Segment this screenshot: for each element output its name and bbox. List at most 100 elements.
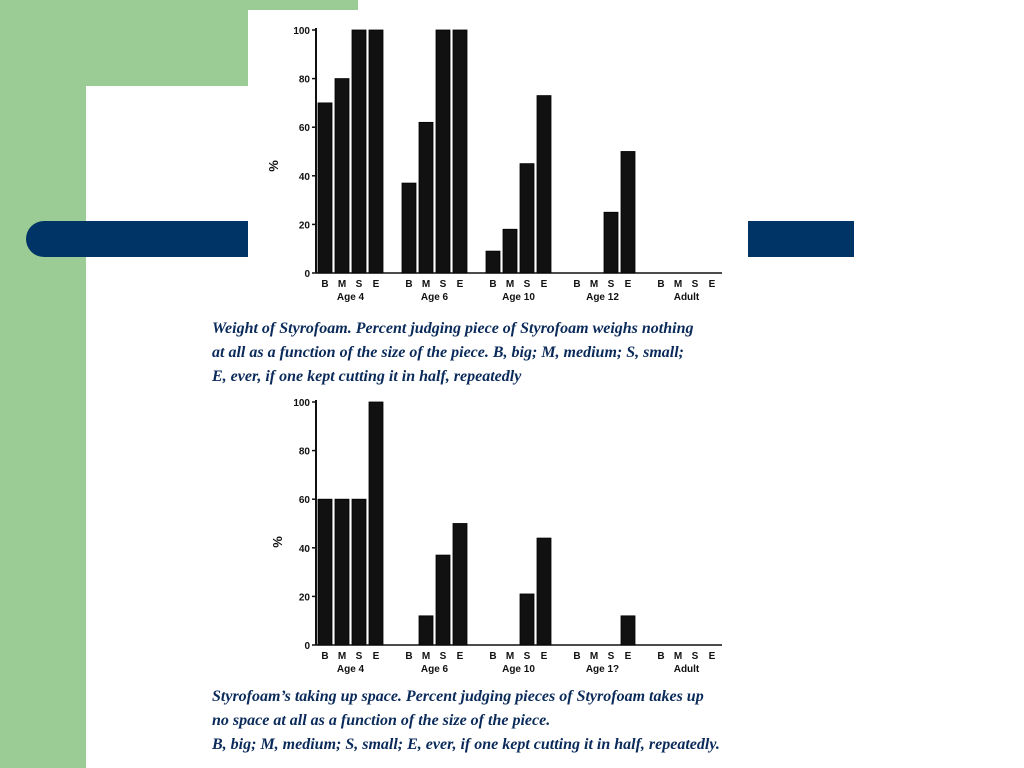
caption-space: Styrofoam’s taking up space. Percent jud… — [212, 685, 912, 757]
bar-label: S — [440, 279, 447, 290]
bar — [603, 211, 619, 274]
bar-label: B — [657, 651, 664, 662]
group-label: Adult — [674, 292, 700, 303]
bar-label: E — [709, 651, 716, 662]
y-tick-label: 20 — [299, 220, 311, 231]
bar — [536, 537, 552, 646]
caption-weight-line-2: at all as a function of the size of the … — [212, 344, 684, 361]
group-label: Age 6 — [421, 664, 449, 675]
bar — [435, 29, 451, 274]
bar-label: M — [422, 279, 430, 290]
bar-label: B — [321, 279, 328, 290]
chart-weight-panel: 0 20 40 60 80 100% B M S E Age 4 B M S E Age 6 B M S E Age 1… — [248, 10, 748, 310]
y-tick-label: 60 — [299, 123, 311, 134]
bar — [368, 29, 384, 274]
caption-weight-line-3: E, ever, if one kept cutting it in half,… — [212, 368, 522, 385]
y-tick-label: 40 — [299, 172, 311, 183]
y-tick-label: 100 — [293, 26, 310, 37]
bar-label: M — [506, 279, 514, 290]
bar-label: E — [625, 651, 632, 662]
bar-label: B — [489, 651, 496, 662]
bar — [418, 121, 434, 274]
caption-space-line-3: B, big; M, medium; S, small; E, ever, if… — [212, 736, 720, 753]
bar-label: B — [405, 651, 412, 662]
bar-label: E — [541, 279, 548, 290]
y-tick-label: 100 — [293, 398, 310, 409]
bar — [334, 78, 350, 274]
y-tick-label: 0 — [304, 641, 310, 652]
bar-label: B — [489, 279, 496, 290]
green-side-strip — [0, 0, 86, 768]
caption-space-line-2: no space at all as a function of the siz… — [212, 712, 551, 729]
group-label: Age 1? — [586, 664, 619, 675]
group-label: Age 4 — [337, 292, 365, 303]
bar — [620, 151, 636, 274]
bar-label: M — [506, 651, 514, 662]
bar-label: E — [457, 279, 464, 290]
bar — [435, 554, 451, 646]
bar — [502, 228, 518, 274]
bar-label: S — [356, 651, 363, 662]
y-axis-label: % — [270, 536, 285, 548]
y-tick-label: 0 — [304, 269, 310, 280]
caption-space-line-1: Styrofoam’s taking up space. Percent jud… — [212, 688, 704, 705]
y-tick-label: 60 — [299, 495, 311, 506]
bar-label: B — [573, 651, 580, 662]
bar-label: M — [338, 279, 346, 290]
bar — [351, 498, 367, 646]
bar-label: E — [541, 651, 548, 662]
y-tick-label: 40 — [299, 544, 311, 555]
bar — [418, 615, 434, 646]
group-label: Age 10 — [502, 664, 535, 675]
group-label: Age 10 — [502, 292, 535, 303]
bar-label: M — [422, 651, 430, 662]
group-label: Adult — [674, 664, 700, 675]
bar-label: M — [590, 279, 598, 290]
bar-label: S — [608, 279, 615, 290]
group-label: Age 6 — [421, 292, 449, 303]
bar-label: M — [590, 651, 598, 662]
bar — [317, 102, 333, 274]
bar — [334, 498, 350, 646]
bar-label: B — [405, 279, 412, 290]
bar-label: S — [356, 279, 363, 290]
y-tick-label: 80 — [299, 447, 311, 458]
bar-label: S — [524, 651, 531, 662]
bar-label: B — [573, 279, 580, 290]
bar — [317, 498, 333, 646]
bar — [401, 182, 417, 274]
bar-label: M — [338, 651, 346, 662]
bar-label: E — [457, 651, 464, 662]
bar — [519, 163, 535, 274]
caption-weight: Weight of Styrofoam. Percent judging pie… — [212, 317, 912, 389]
bar-label: S — [692, 651, 699, 662]
bar — [452, 523, 468, 646]
bar-label: E — [373, 651, 380, 662]
bar-label: E — [709, 279, 716, 290]
bar — [452, 29, 468, 274]
bar-label: S — [692, 279, 699, 290]
bar-label: B — [321, 651, 328, 662]
bar-label: M — [674, 279, 682, 290]
bar — [368, 401, 384, 646]
bar-label: E — [373, 279, 380, 290]
y-tick-label: 20 — [299, 592, 311, 603]
bar-label: S — [524, 279, 531, 290]
bar-label: S — [440, 651, 447, 662]
bar-label: B — [657, 279, 664, 290]
bar — [620, 615, 636, 646]
y-tick-label: 80 — [299, 75, 311, 86]
bar — [351, 29, 367, 274]
bar-label: E — [625, 279, 632, 290]
group-label: Age 4 — [337, 664, 365, 675]
bar — [485, 250, 501, 274]
bar-label: S — [608, 651, 615, 662]
y-axis-label: % — [266, 160, 281, 172]
caption-weight-line-1: Weight of Styrofoam. Percent judging pie… — [212, 320, 694, 337]
bar — [519, 593, 535, 646]
chart-space-panel: 0 20 40 60 80 100% B M S E Age 4 B M S E Age 6 B M S E Age 1… — [248, 392, 748, 686]
bar-label: M — [674, 651, 682, 662]
group-label: Age 12 — [586, 292, 619, 303]
